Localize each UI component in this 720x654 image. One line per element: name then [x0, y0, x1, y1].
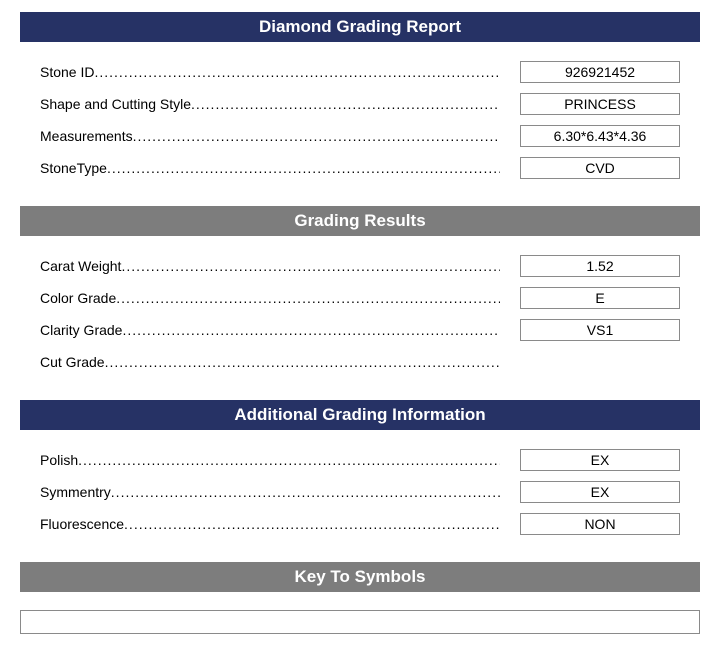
label-measurements: Measurements: [40, 128, 500, 144]
value-stonetype: CVD: [520, 157, 680, 179]
label-clarity: Clarity Grade: [40, 322, 500, 338]
section-header-main: Diamond Grading Report: [20, 12, 700, 42]
label-text: Carat Weight: [40, 258, 121, 274]
value-color: E: [520, 287, 680, 309]
label-text: Cut Grade: [40, 354, 105, 370]
label-text: Measurements: [40, 128, 133, 144]
row-color: Color Grade E: [40, 286, 680, 310]
value-cut: [520, 360, 680, 364]
label-text: Color Grade: [40, 290, 116, 306]
label-fluorescence: Fluorescence: [40, 516, 500, 532]
label-text: StoneType: [40, 160, 107, 176]
value-shape: PRINCESS: [520, 93, 680, 115]
value-clarity: VS1: [520, 319, 680, 341]
label-cut: Cut Grade: [40, 354, 500, 370]
row-shape: Shape and Cutting Style PRINCESS: [40, 92, 680, 116]
label-text: Stone ID: [40, 64, 94, 80]
row-stonetype: StoneType CVD: [40, 156, 680, 180]
value-symmetry: EX: [520, 481, 680, 503]
section-header-grading: Grading Results: [20, 206, 700, 236]
value-polish: EX: [520, 449, 680, 471]
section-header-additional: Additional Grading Information: [20, 400, 700, 430]
label-text: Fluorescence: [40, 516, 124, 532]
label-polish: Polish: [40, 452, 500, 468]
section-header-symbols: Key To Symbols: [20, 562, 700, 592]
label-text: Clarity Grade: [40, 322, 122, 338]
label-text: Polish: [40, 452, 78, 468]
value-stone-id: 926921452: [520, 61, 680, 83]
row-symmetry: Symmentry EX: [40, 480, 680, 504]
row-stone-id: Stone ID 926921452: [40, 60, 680, 84]
symbols-content-box: [20, 610, 700, 634]
row-fluorescence: Fluorescence NON: [40, 512, 680, 536]
value-fluorescence: NON: [520, 513, 680, 535]
section-body-grading: Carat Weight 1.52 Color Grade E Clarity …: [20, 254, 700, 400]
value-measurements: 6.30*6.43*4.36: [520, 125, 680, 147]
label-color: Color Grade: [40, 290, 500, 306]
row-polish: Polish EX: [40, 448, 680, 472]
section-body-additional: Polish EX Symmentry EX Fluorescence NON: [20, 448, 700, 562]
label-symmetry: Symmentry: [40, 484, 500, 500]
value-carat: 1.52: [520, 255, 680, 277]
label-shape: Shape and Cutting Style: [40, 96, 500, 112]
section-body-main: Stone ID 926921452 Shape and Cutting Sty…: [20, 60, 700, 206]
row-carat: Carat Weight 1.52: [40, 254, 680, 278]
label-text: Shape and Cutting Style: [40, 96, 191, 112]
label-carat: Carat Weight: [40, 258, 500, 274]
row-measurements: Measurements 6.30*6.43*4.36: [40, 124, 680, 148]
label-stonetype: StoneType: [40, 160, 500, 176]
row-clarity: Clarity Grade VS1: [40, 318, 680, 342]
row-cut: Cut Grade: [40, 350, 680, 374]
label-text: Symmentry: [40, 484, 111, 500]
label-stone-id: Stone ID: [40, 64, 500, 80]
